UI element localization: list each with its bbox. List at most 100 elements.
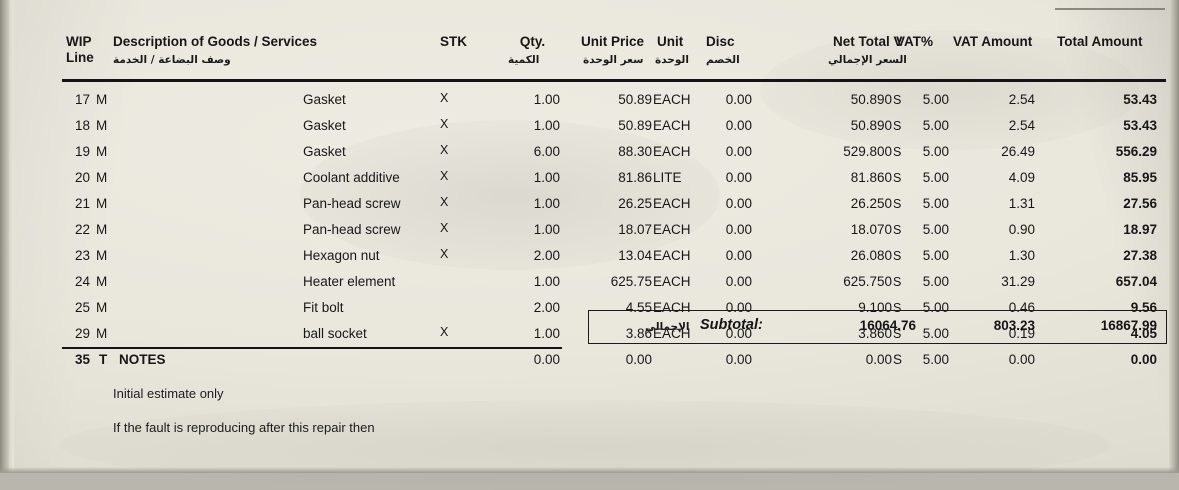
header-description: Description of Goods / Services xyxy=(113,34,318,49)
row-disc: 0.00 xyxy=(725,170,752,185)
row-vat-percent: 5.00 xyxy=(922,222,949,237)
row-description: Pan-head screw xyxy=(303,222,401,237)
subtotal-total: 16867.99 xyxy=(1100,318,1157,333)
table-row: 19 M Gasket X 6.00 88.30 EACH 0.00 529.800 S 5.00 2… xyxy=(0,143,1179,170)
row-disc: 0.00 xyxy=(725,144,752,159)
table-row: 25 M Fit bolt 2.00 4.55 EACH 0.00 9.100 S 5.00 0.4… xyxy=(0,300,1179,326)
row-qty: 1.00 xyxy=(533,92,560,107)
row-qty: 1.00 xyxy=(533,326,560,341)
row-vat-percent: 5.00 xyxy=(922,92,949,107)
row-net-flag: S xyxy=(893,145,902,159)
row-stk: X xyxy=(440,221,449,235)
row-vat-percent: 5.00 xyxy=(922,118,949,133)
row-stk: X xyxy=(440,117,449,131)
row-type: M xyxy=(96,248,108,263)
row-total-amount: 53.43 xyxy=(1123,92,1157,107)
page-left-inner-edge xyxy=(9,0,14,473)
row-disc: 0.00 xyxy=(725,196,752,211)
header-disc: Disc xyxy=(706,34,735,49)
row-disc: 0.00 xyxy=(725,92,752,107)
header-unit-price: Unit Price xyxy=(581,34,645,49)
row-qty: 1.00 xyxy=(533,118,560,133)
row-type: M xyxy=(96,300,108,315)
row-vat-percent: 5.00 xyxy=(922,274,949,289)
row-unit: LITE xyxy=(653,170,682,185)
header-wip: WIP xyxy=(66,34,92,49)
row-disc: 0.00 xyxy=(725,222,752,237)
header-description-ar: وصف البضاعة / الخدمة xyxy=(113,54,231,66)
row-description: Fit bolt xyxy=(303,300,344,315)
header-vat-percent: VAT% xyxy=(896,34,933,49)
row-unit-price: 3.86 xyxy=(625,326,652,341)
row-unit: EACH xyxy=(653,248,691,263)
row-wip: 24 xyxy=(74,274,90,289)
row-unit: EACH xyxy=(653,326,691,341)
notes-vat-percent: 5.00 xyxy=(922,352,949,367)
row-unit: EACH xyxy=(653,144,691,159)
row-disc: 0.00 xyxy=(725,118,752,133)
row-wip: 29 xyxy=(74,326,90,341)
row-stk: X xyxy=(440,91,449,105)
row-total-amount: 18.97 xyxy=(1123,222,1157,237)
page-bottom-edge xyxy=(0,467,1179,473)
row-net-total: 625.750 xyxy=(843,274,892,289)
header-qty-ar: الكمية xyxy=(508,54,540,66)
row-description: ball socket xyxy=(303,326,367,341)
row-description: Gasket xyxy=(303,92,346,107)
notes-total: 0.00 xyxy=(1130,352,1157,367)
row-total-amount: 27.56 xyxy=(1123,196,1157,211)
table-row: 23 M Hexagon nut X 2.00 13.04 EACH 0.00 26.080 S 5… xyxy=(0,247,1179,274)
note-line-2: If the fault is reproducing after this r… xyxy=(113,420,375,435)
row-type: M xyxy=(96,196,108,211)
row-description: Gasket xyxy=(303,118,346,133)
header-disc-ar: الخصم xyxy=(706,54,740,66)
row-net-total: 26.080 xyxy=(850,248,892,263)
row-vat-amount: 4.09 xyxy=(1008,170,1035,185)
notes-vat-amount: 0.00 xyxy=(1008,352,1035,367)
row-net-total: 81.860 xyxy=(850,170,892,185)
subtotal-net: 16064.76 xyxy=(859,318,916,333)
header-unit: Unit xyxy=(657,34,684,49)
row-disc: 0.00 xyxy=(725,274,752,289)
row-description: Heater element xyxy=(303,274,396,289)
row-vat-amount: 2.54 xyxy=(1008,92,1035,107)
row-vat-percent: 5.00 xyxy=(922,196,949,211)
page-left-edge xyxy=(0,0,9,473)
row-vat-percent: 5.00 xyxy=(922,326,949,341)
subtotal-vat-amount: 803.23 xyxy=(993,318,1035,333)
row-net-flag: S xyxy=(893,327,902,341)
row-unit-price: 4.55 xyxy=(625,300,652,315)
row-unit: EACH xyxy=(653,222,691,237)
notes-type: T xyxy=(99,352,108,367)
row-wip: 17 xyxy=(74,92,90,107)
row-description: Coolant additive xyxy=(303,170,400,185)
row-net-flag: S xyxy=(893,93,902,107)
row-total-amount: 9.56 xyxy=(1130,300,1157,315)
row-unit: EACH xyxy=(653,274,691,289)
header-unit-price-ar: سعر الوحدة xyxy=(583,54,644,66)
notes-price: 0.00 xyxy=(625,352,652,367)
row-wip: 22 xyxy=(74,222,90,237)
row-vat-percent: 5.00 xyxy=(922,144,949,159)
row-vat-amount: 1.31 xyxy=(1008,196,1035,211)
row-disc: 0.00 xyxy=(725,300,752,315)
row-disc: 0.00 xyxy=(725,326,752,341)
table-row: 20 M Coolant additive X 1.00 81.86 LITE 0.00 81.… xyxy=(0,169,1179,196)
row-vat-amount: 1.30 xyxy=(1008,248,1035,263)
row-unit-price: 50.89 xyxy=(618,118,652,133)
subtotal-label: Subtotal: xyxy=(700,317,763,333)
row-wip: 19 xyxy=(74,144,90,159)
row-unit-price: 88.30 xyxy=(618,144,652,159)
row-qty: 1.00 xyxy=(533,170,560,185)
row-total-amount: 4.05 xyxy=(1130,326,1157,341)
header-line: Line xyxy=(66,50,94,65)
notes-net-flag: S xyxy=(893,352,903,367)
header-net-total: Net Total V xyxy=(833,34,903,49)
row-net-flag: S xyxy=(893,301,902,315)
row-vat-amount: 0.46 xyxy=(1008,300,1035,315)
row-type: M xyxy=(96,170,108,185)
row-unit-price: 18.07 xyxy=(618,222,652,237)
row-type: M xyxy=(96,326,108,341)
invoice-line-items-table: WIP Description of Goods / Services STK … xyxy=(0,34,1179,435)
row-total-amount: 27.38 xyxy=(1123,248,1157,263)
